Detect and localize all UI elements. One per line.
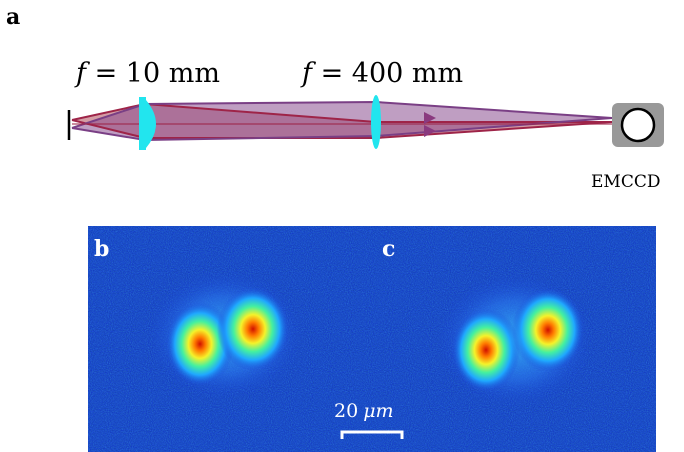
atom-spot-left — [452, 308, 520, 392]
scale-bar-label: 20 μm — [334, 400, 394, 422]
image-panel-c — [372, 226, 656, 452]
lens-f400-icon — [371, 95, 381, 149]
panel-label-a: a — [6, 4, 20, 30]
beam-paths — [71, 100, 613, 142]
atom-spot-left — [166, 302, 234, 386]
beam-arrow-lower-icon — [424, 125, 436, 137]
camera-label: EMCCD — [591, 172, 660, 192]
lens-f10-icon — [139, 97, 156, 150]
lens2-label: f = 400 mm — [300, 58, 463, 89]
atom-spot-right — [217, 287, 289, 371]
beam-arrow-upper-icon — [424, 112, 436, 124]
panel-label-c: c — [382, 236, 395, 262]
scale-bar — [340, 430, 404, 439]
panel-label-b: b — [94, 236, 109, 262]
emccd-camera-icon — [612, 103, 664, 147]
image-panel-b — [88, 226, 372, 452]
lens1-label: f = 10 mm — [74, 58, 220, 89]
atom-spot-right — [512, 288, 584, 372]
